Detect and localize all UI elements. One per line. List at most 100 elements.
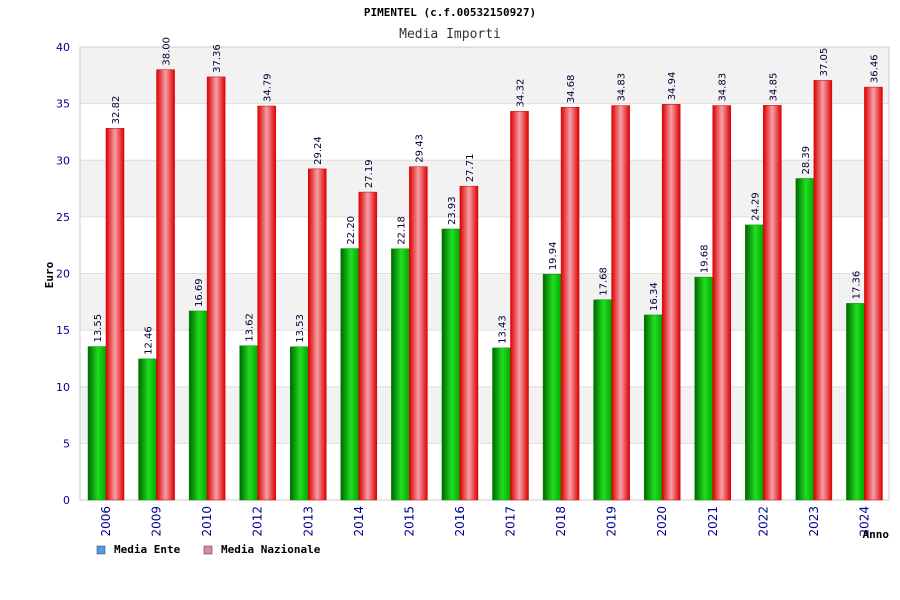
bar-media-nazionale [257, 105, 276, 501]
x-tick-label: 2006 [99, 506, 113, 537]
bar-value-label: 37.05 [819, 48, 830, 77]
bar-media-ente [441, 228, 461, 501]
bar-media-ente [643, 314, 663, 501]
bar-media-ente [542, 273, 562, 501]
bar-media-nazionale [105, 128, 125, 501]
bar-media-nazionale [308, 168, 327, 501]
bar-value-label: 17.68 [599, 267, 610, 296]
x-axis-label: Anno [863, 528, 890, 541]
value-labels: 13.55 32.82 12.46 38.00 16.69 37.36 13.62 34.79… [93, 37, 880, 355]
bar-value-label: 22.18 [396, 216, 407, 245]
bar-value-label: 37.36 [212, 44, 223, 73]
bar-media-nazionale [864, 86, 883, 501]
bar-media-nazionale [813, 80, 833, 501]
y-tick-label: 20 [56, 268, 70, 281]
x-tick-label: 2014 [352, 506, 366, 537]
bar-value-label: 29.43 [414, 134, 425, 163]
bar-value-label: 13.62 [245, 313, 256, 342]
bar-value-label: 34.83 [617, 73, 628, 102]
legend-swatch-media-ente [96, 545, 106, 555]
bar-value-label: 38.00 [162, 37, 173, 66]
x-tick-label: 2013 [301, 506, 315, 537]
bar-value-label: 24.29 [750, 192, 761, 221]
y-tick-label: 15 [56, 324, 70, 337]
x-tick-label: 2022 [756, 506, 770, 537]
x-axis-ticks: 2006 2009 2010 2012 2013 2014 2015 2016 2017 2018… [99, 506, 871, 537]
bar-value-label: 16.69 [194, 278, 205, 307]
bar-media-nazionale [156, 69, 175, 501]
bar-media-ente [846, 303, 865, 501]
x-tick-label: 2020 [655, 506, 669, 537]
chart-title: PIMENTEL (c.f.00532150927) [364, 6, 536, 19]
x-tick-label: 2016 [453, 506, 467, 537]
bar-media-ente [138, 358, 157, 501]
bar-value-label: 22.20 [346, 216, 357, 245]
bar-media-nazionale [560, 106, 580, 501]
bar-value-label: 13.53 [295, 314, 306, 343]
x-tick-label: 2024 [857, 506, 871, 537]
bar-value-label: 34.68 [566, 75, 577, 104]
plot-border [79, 46, 890, 501]
bar-media-ente [391, 248, 410, 501]
y-tick-label: 25 [56, 211, 70, 224]
y-tick-label: 30 [56, 154, 70, 167]
bar-media-ente [239, 345, 258, 501]
x-tick-label: 2010 [200, 506, 214, 537]
bar-value-label: 19.94 [548, 242, 559, 271]
bar-value-label: 34.85 [768, 73, 779, 102]
y-tick-label: 35 [56, 98, 70, 111]
x-tick-label: 2023 [807, 506, 821, 537]
bar-value-label: 16.34 [649, 282, 660, 311]
bar-value-label: 12.46 [144, 326, 155, 355]
bar-media-nazionale [459, 185, 479, 501]
x-tick-label: 2009 [150, 506, 164, 537]
bar-media-ente [87, 346, 107, 501]
x-tick-label: 2021 [706, 506, 720, 537]
bar-value-label: 27.19 [364, 159, 375, 188]
bar-value-label: 13.55 [93, 314, 104, 343]
legend-swatch-media-nazionale [203, 545, 213, 555]
bar-media-ente [188, 310, 208, 501]
y-tick-label: 5 [63, 437, 70, 450]
bar-value-label: 34.32 [516, 79, 527, 108]
bar-media-ente [290, 346, 309, 501]
bar-value-label: 36.46 [869, 54, 880, 83]
bar-value-label: 34.79 [263, 73, 274, 102]
bar-media-nazionale [409, 166, 428, 501]
bar-media-nazionale [358, 191, 378, 501]
bar-media-nazionale [611, 105, 630, 501]
bar-value-label: 13.43 [498, 315, 509, 344]
bar-value-label: 17.36 [851, 271, 862, 300]
y-tick-label: 0 [63, 494, 70, 507]
bar-media-ente [340, 248, 360, 501]
bar-value-label: 19.68 [700, 244, 711, 273]
bar-value-label: 27.71 [465, 154, 476, 183]
bar-value-label: 32.82 [111, 96, 122, 125]
bar-media-nazionale [510, 111, 529, 501]
bar-value-label: 28.39 [801, 146, 812, 175]
bar-media-nazionale [763, 105, 782, 501]
legend: Media Ente Media Nazionale [96, 543, 321, 556]
x-tick-label: 2019 [605, 506, 619, 537]
x-tick-label: 2017 [504, 506, 518, 537]
bar-media-nazionale [712, 105, 731, 501]
y-axis-ticks: 0 5 10 15 20 25 30 35 40 [56, 41, 70, 507]
legend-label-media-ente: Media Ente [114, 543, 181, 556]
bar-media-ente [492, 347, 511, 501]
x-tick-label: 2018 [554, 506, 568, 537]
bar-media-ente [694, 276, 713, 501]
legend-label-media-nazionale: Media Nazionale [221, 543, 321, 556]
bar-value-label: 23.93 [447, 196, 458, 225]
bar-value-label: 34.83 [718, 73, 729, 102]
bar-value-label: 29.24 [313, 136, 324, 165]
bar-media-ente [795, 178, 815, 501]
chart-subtitle: Media Importi [399, 27, 501, 42]
bars [87, 69, 883, 501]
bar-media-ente [593, 299, 612, 501]
bar-media-nazionale [661, 104, 681, 501]
y-tick-label: 10 [56, 381, 70, 394]
bar-media-nazionale [206, 76, 226, 501]
x-tick-label: 2015 [402, 506, 416, 537]
bar-media-ente [745, 224, 764, 501]
